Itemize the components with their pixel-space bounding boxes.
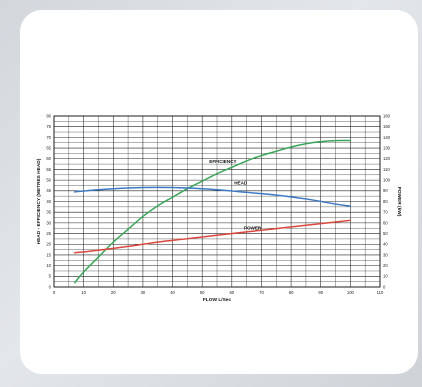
series-line-power: [74, 219, 352, 254]
x-tick-label: 90: [318, 290, 323, 295]
chart-card: [20, 10, 418, 374]
x-tick-label: 10: [81, 290, 86, 295]
y-left-tick-label: 30: [46, 220, 51, 225]
x-tick-label: 40: [170, 290, 175, 295]
series-label-head: HEAD: [234, 180, 248, 185]
y-left-tick-label: 5: [49, 274, 52, 279]
y-left-tick-label: 80: [46, 113, 51, 118]
y-right-tick-label: 50: [383, 231, 388, 236]
y-right-tick-label: 60: [383, 220, 388, 225]
x-tick-label: 70: [259, 290, 264, 295]
y-right-tick-label: 90: [383, 188, 388, 193]
y-right-tick-label: 70: [383, 210, 388, 215]
y-left-tick-label: 35: [46, 210, 51, 215]
y-left-tick-label: 40: [46, 199, 51, 204]
y-right-tick-label: 0: [383, 284, 386, 289]
plot-frame: [53, 115, 381, 288]
x-tick-label: 110: [377, 290, 384, 295]
y-axis-left-title: HEAD - EFFICIENCY (METRES HEAD): [36, 158, 42, 244]
y-left-tick-label: 70: [46, 135, 51, 140]
y-right-tick-label: 30: [383, 252, 388, 257]
y-right-tick-label: 140: [383, 135, 391, 140]
series-line-efficiency: [74, 139, 352, 284]
series-label-power: POWER: [244, 225, 262, 230]
y-left-tick-label: 20: [46, 242, 51, 247]
tick-labels: 0 10 20 30 40 50 60 70 80 90 100 110051015202530354…: [46, 113, 390, 295]
series-labels: EFFICIENCY HEAD POWER: [209, 159, 262, 230]
y-left-tick-label: 60: [46, 156, 51, 161]
y-left-tick-label: 55: [46, 167, 51, 172]
x-tick-label: 100: [347, 290, 355, 295]
y-left-tick-label: 10: [46, 263, 51, 268]
y-right-tick-label: 10: [383, 274, 388, 279]
y-right-tick-label: 120: [383, 156, 391, 161]
y-right-tick-label: 160: [383, 113, 391, 118]
x-tick-label: 50: [200, 290, 205, 295]
y-left-tick-label: 45: [46, 188, 51, 193]
y-left-tick-label: 50: [46, 178, 51, 183]
y-axis-right-title: POWER (kW): [396, 187, 402, 217]
x-tick-label: 30: [141, 290, 146, 295]
series-label-efficiency: EFFICIENCY: [209, 159, 236, 164]
y-right-tick-label: 110: [383, 167, 390, 172]
y-right-tick-label: 150: [383, 124, 391, 129]
series-group: [74, 139, 352, 284]
x-tick-label: 60: [229, 290, 234, 295]
grid: [53, 115, 381, 288]
x-tick-label: 80: [289, 290, 294, 295]
x-axis-title: FLOW L/Sec: [203, 297, 232, 303]
y-left-tick-label: 75: [46, 124, 51, 129]
y-right-tick-label: 80: [383, 199, 388, 204]
x-tick-label: 0: [53, 290, 56, 295]
series-line-head: [74, 186, 352, 207]
y-right-tick-label: 100: [383, 178, 391, 183]
y-right-tick-label: 20: [383, 263, 388, 268]
y-left-tick-label: 65: [46, 145, 51, 150]
y-left-tick-label: 25: [46, 231, 51, 236]
y-right-tick-label: 130: [383, 145, 391, 150]
y-right-tick-label: 40: [383, 242, 388, 247]
y-left-tick-label: 0: [49, 284, 52, 289]
y-left-tick-label: 15: [46, 252, 51, 257]
x-tick-label: 20: [111, 290, 116, 295]
